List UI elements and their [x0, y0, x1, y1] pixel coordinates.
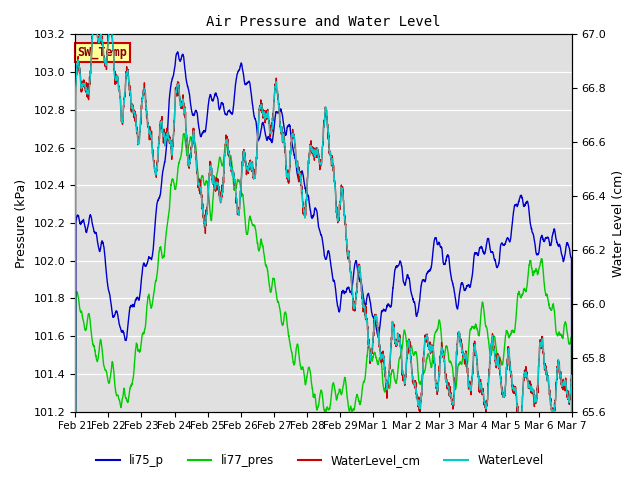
WaterLevel_cm — [284, 172, 291, 178]
li75_p — [71, 409, 79, 415]
WaterLevel_cm — [262, 117, 269, 122]
WaterLevel — [505, 346, 513, 351]
WaterLevel — [157, 119, 165, 124]
li77_pres — [559, 334, 566, 340]
WaterLevel_cm — [128, 106, 136, 111]
li75_p — [505, 237, 513, 243]
li77_pres — [71, 428, 79, 433]
li75_p — [568, 409, 576, 415]
li75_p — [559, 254, 566, 260]
WaterLevel_cm — [505, 346, 513, 352]
WaterLevel — [568, 422, 576, 428]
WaterLevel — [71, 422, 79, 428]
WaterLevel — [262, 115, 269, 120]
Y-axis label: Water Level (cm): Water Level (cm) — [612, 169, 625, 276]
WaterLevel — [128, 104, 136, 110]
Legend: li75_p, li77_pres, WaterLevel_cm, WaterLevel: li75_p, li77_pres, WaterLevel_cm, WaterL… — [92, 449, 548, 472]
Line: li75_p: li75_p — [75, 52, 572, 412]
li77_pres — [568, 428, 576, 433]
WaterLevel_cm — [559, 378, 566, 384]
li75_p — [157, 184, 165, 190]
li75_p — [174, 49, 182, 55]
li77_pres — [128, 381, 136, 386]
li77_pres — [284, 323, 291, 328]
li77_pres — [262, 263, 269, 268]
li77_pres — [157, 248, 165, 254]
li77_pres — [505, 334, 513, 340]
WaterLevel — [559, 382, 566, 387]
li75_p — [262, 133, 269, 139]
Line: WaterLevel: WaterLevel — [75, 21, 572, 425]
li77_pres — [180, 131, 188, 137]
WaterLevel_cm — [71, 422, 79, 428]
WaterLevel_cm — [568, 421, 576, 427]
WaterLevel — [284, 172, 291, 178]
li75_p — [284, 124, 291, 130]
Title: Air Pressure and Water Level: Air Pressure and Water Level — [206, 15, 441, 29]
Text: SW_Temp: SW_Temp — [77, 46, 127, 59]
li75_p — [128, 303, 136, 309]
WaterLevel_cm — [90, 18, 97, 24]
WaterLevel_cm — [157, 119, 165, 124]
WaterLevel — [90, 18, 97, 24]
Y-axis label: Pressure (kPa): Pressure (kPa) — [15, 179, 28, 267]
Line: li77_pres: li77_pres — [75, 134, 572, 431]
Line: WaterLevel_cm: WaterLevel_cm — [75, 21, 572, 425]
